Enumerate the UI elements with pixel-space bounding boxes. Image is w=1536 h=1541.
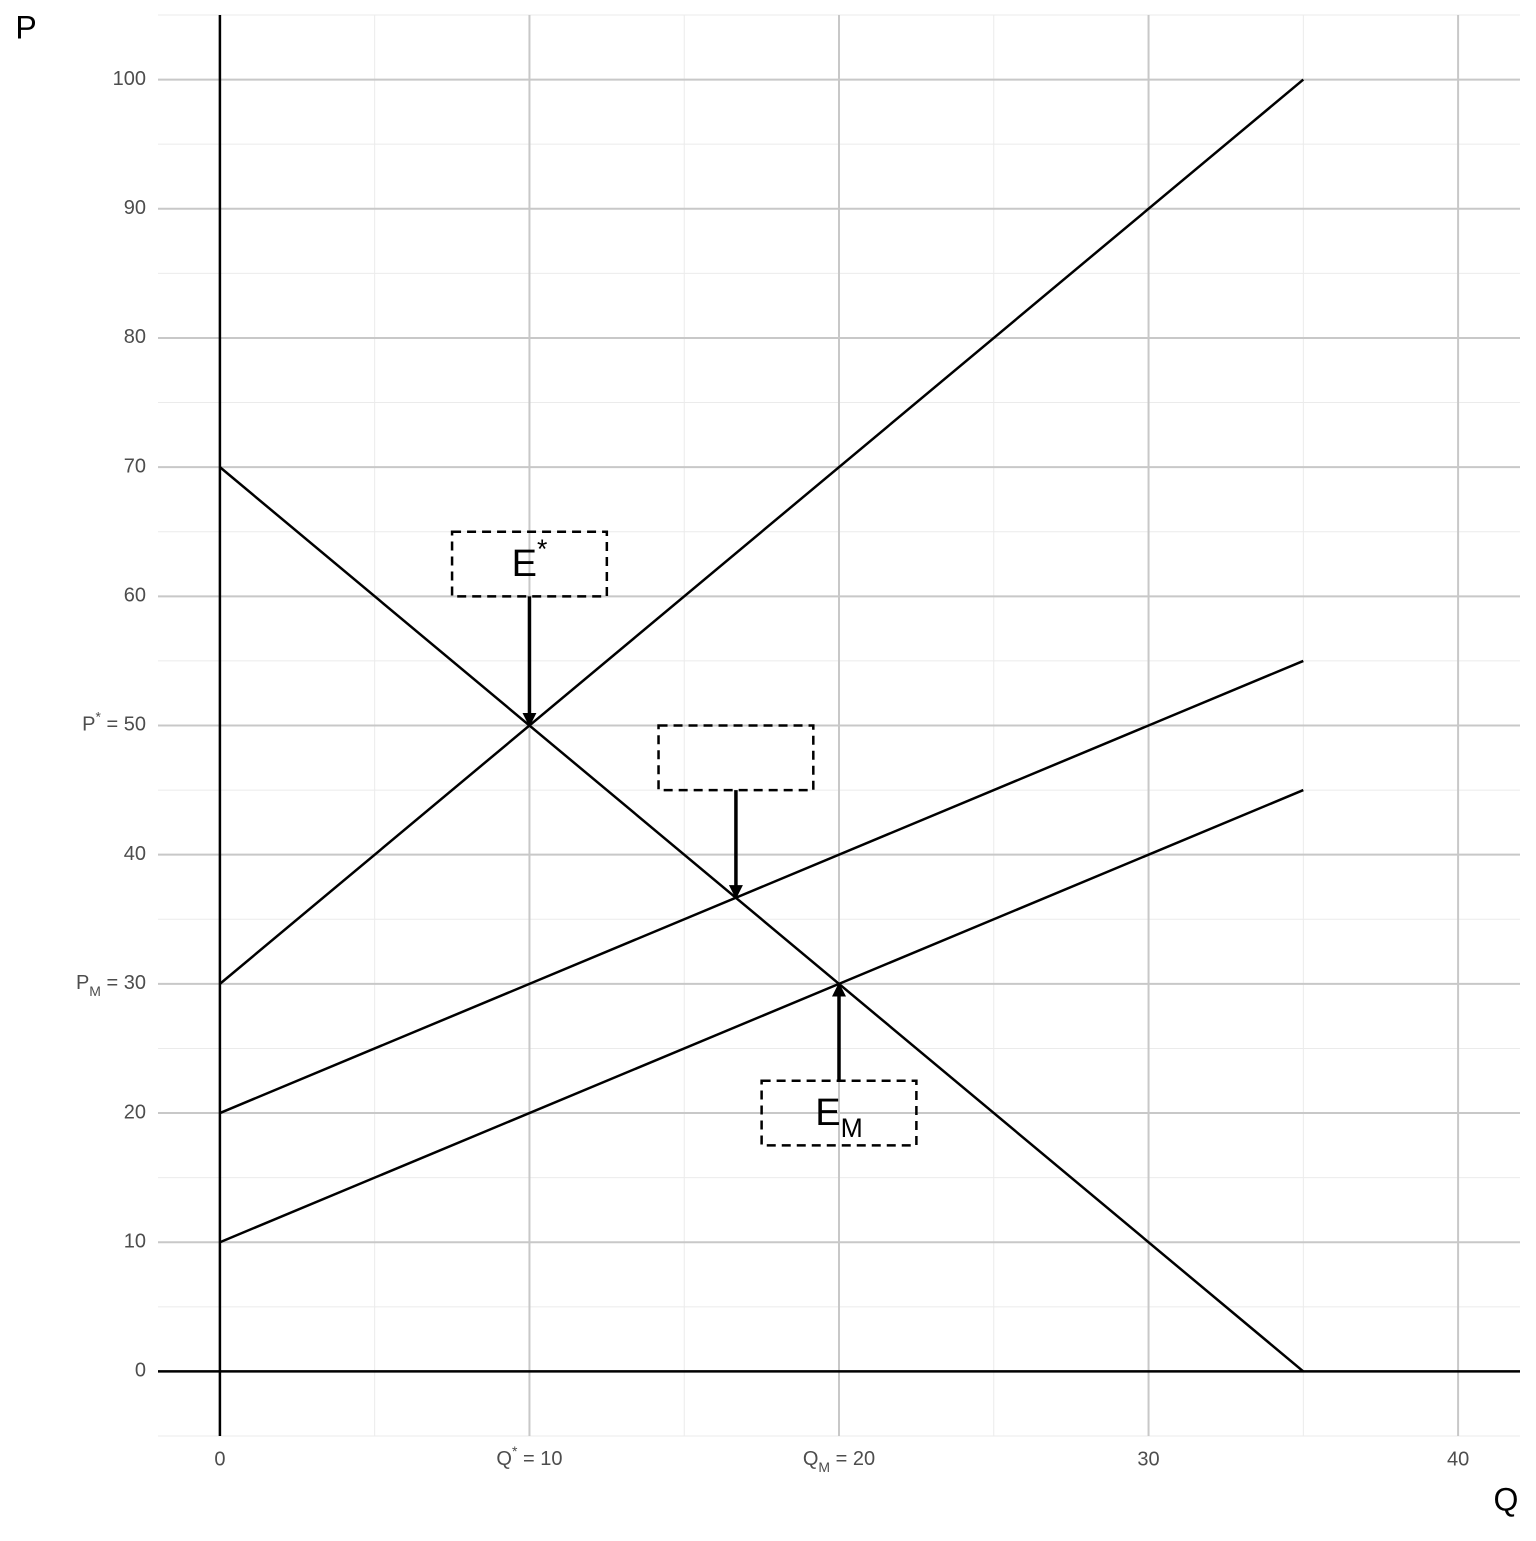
label-part: M — [841, 1113, 863, 1143]
label-part: P — [76, 972, 89, 994]
y-tick-label: 20 — [124, 1101, 146, 1123]
annotation-box — [450, 530, 609, 598]
label-part: = 30 — [101, 972, 146, 994]
y-tick-label: 80 — [124, 326, 146, 348]
label-part: M — [89, 983, 101, 999]
y-tick-label: 90 — [124, 197, 146, 219]
label-part: * — [512, 1443, 518, 1459]
annotation-label: E* — [512, 534, 548, 585]
x-tick-label: 0 — [214, 1448, 225, 1470]
annotation-box — [657, 724, 815, 792]
label-part: P — [82, 714, 95, 736]
y-tick-label: PM = 30 — [76, 972, 146, 998]
label-part: * — [96, 708, 102, 724]
x-tick-label: 30 — [1137, 1448, 1159, 1470]
y-axis-title: P — [15, 9, 36, 45]
y-tick-label: 40 — [124, 843, 146, 865]
x-tick-label: QM = 20 — [803, 1448, 875, 1474]
annotation-label: EM — [815, 1092, 863, 1143]
y-tick-label: 100 — [113, 68, 146, 90]
line — [219, 659, 1304, 1115]
label-part: = 50 — [101, 714, 146, 736]
y-tick-label: 60 — [124, 585, 146, 607]
y-tick-label: P* = 50 — [82, 708, 146, 736]
x-tick-label: 40 — [1447, 1448, 1469, 1470]
label-part: = 10 — [517, 1448, 562, 1470]
label-part: * — [537, 534, 547, 564]
label-part: Q — [803, 1448, 819, 1470]
line — [219, 78, 1305, 985]
line — [219, 788, 1304, 1244]
label-part: E — [815, 1092, 840, 1134]
label-part: M — [818, 1459, 830, 1475]
label-part: E — [512, 543, 537, 585]
x-tick-label: Q* = 10 — [496, 1443, 562, 1471]
line — [219, 466, 1305, 1373]
y-tick-label: 0 — [135, 1360, 146, 1382]
y-tick-label: 10 — [124, 1231, 146, 1253]
label-part: Q — [496, 1448, 512, 1470]
label-part: = 20 — [830, 1448, 875, 1470]
x-axis-title: Q — [1494, 1481, 1519, 1517]
y-tick-label: 70 — [124, 455, 146, 477]
